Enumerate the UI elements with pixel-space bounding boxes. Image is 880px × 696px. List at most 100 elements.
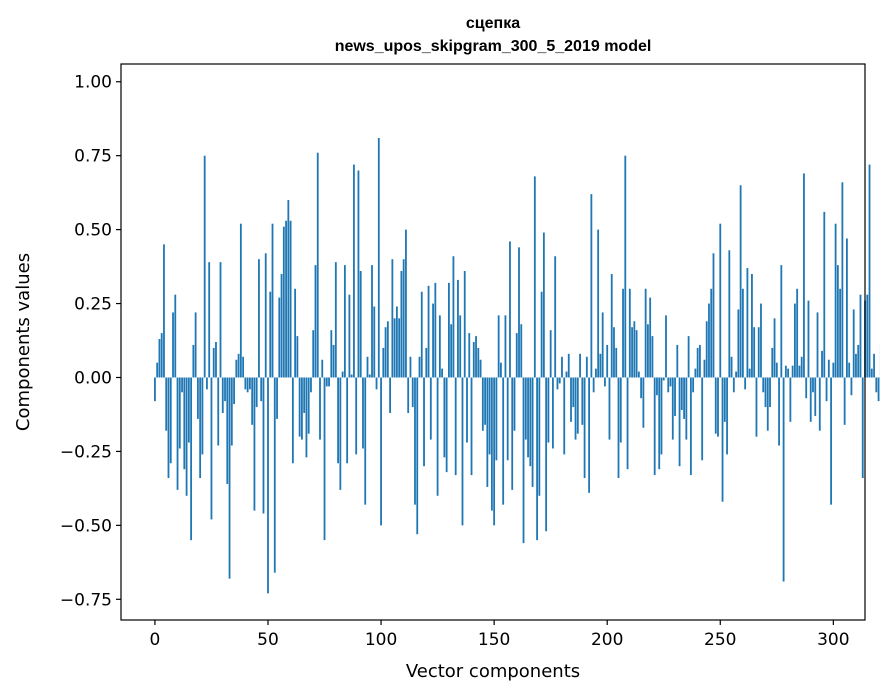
bar: [258, 259, 260, 378]
bar: [805, 377, 808, 399]
bar: [316, 152, 319, 378]
bar: [495, 377, 498, 461]
bar: [769, 377, 771, 408]
bar: [796, 288, 799, 378]
bar: [576, 377, 579, 434]
bar: [450, 324, 453, 378]
bar: [547, 377, 550, 443]
bar: [441, 368, 444, 378]
bar: [165, 377, 168, 431]
bar: [226, 377, 229, 484]
y-tick-label: 0.50: [74, 221, 112, 241]
bar: [552, 377, 554, 449]
bar: [680, 377, 683, 411]
bar: [181, 377, 183, 393]
bar: [617, 377, 620, 479]
bar: [834, 223, 837, 378]
bar: [246, 377, 249, 393]
bar: [660, 377, 663, 455]
bar: [748, 368, 751, 378]
bar: [377, 137, 380, 378]
bar: [735, 371, 738, 378]
y-tick-label: 0.75: [74, 147, 112, 167]
bar: [429, 377, 432, 440]
bar: [339, 377, 342, 490]
bar: [520, 324, 523, 378]
bar: [506, 377, 509, 461]
bar: [158, 339, 161, 378]
bar: [764, 377, 767, 408]
bar: [696, 347, 699, 378]
bar: [305, 377, 308, 458]
bar: [656, 377, 658, 396]
bar: [405, 229, 407, 378]
bar: [522, 377, 525, 544]
bar: [692, 377, 695, 393]
bar: [581, 377, 584, 425]
y-tick-label: 0.00: [74, 368, 112, 388]
x-tick-label: 250: [704, 630, 736, 650]
bar: [606, 344, 609, 378]
bar: [452, 256, 455, 378]
bar: [301, 377, 303, 440]
bar: [493, 377, 496, 526]
bar: [282, 226, 285, 378]
bar: [357, 170, 360, 378]
bar: [642, 377, 645, 428]
bar: [221, 377, 224, 413]
bar: [741, 288, 744, 378]
bar: [678, 377, 681, 467]
bar: [728, 250, 731, 378]
bar: [561, 356, 563, 378]
bar: [726, 377, 728, 455]
bar: [599, 353, 602, 378]
bar: [622, 288, 624, 378]
bar: [409, 356, 412, 378]
bar: [334, 262, 337, 378]
bar: [418, 356, 421, 378]
bar: [859, 294, 862, 378]
bar: [172, 312, 174, 378]
bar: [710, 288, 713, 378]
bar: [486, 377, 489, 487]
bar: [389, 377, 392, 413]
bar: [592, 377, 595, 393]
bar: [583, 377, 586, 479]
bar: [217, 377, 220, 446]
bar: [633, 321, 636, 378]
bar: [850, 377, 853, 396]
bar: [427, 285, 430, 378]
bar: [310, 377, 312, 393]
bar: [183, 377, 186, 470]
bar: [497, 315, 500, 378]
bar: [615, 347, 618, 378]
bar: [395, 306, 398, 378]
bar: [818, 377, 821, 431]
bar: [479, 359, 482, 378]
bar: [239, 223, 242, 378]
bar: [601, 312, 604, 378]
bar: [169, 377, 172, 464]
bar: [540, 291, 543, 378]
bar: [337, 377, 339, 464]
bar: [579, 353, 581, 378]
bar: [362, 377, 364, 449]
bar: [237, 353, 240, 378]
bar: [355, 377, 358, 455]
bar: [210, 377, 213, 520]
bar: [260, 377, 263, 402]
bar: [244, 377, 247, 390]
bar: [653, 377, 656, 476]
bar: [624, 155, 627, 378]
bar: [215, 342, 217, 378]
bar: [249, 377, 251, 390]
bar: [594, 368, 597, 378]
bar: [717, 377, 719, 437]
bar: [712, 253, 715, 378]
bar: [269, 291, 272, 378]
bar: [402, 259, 405, 378]
bar: [732, 377, 735, 393]
bar: [375, 377, 378, 390]
bar: [364, 377, 367, 505]
bar: [477, 347, 480, 378]
